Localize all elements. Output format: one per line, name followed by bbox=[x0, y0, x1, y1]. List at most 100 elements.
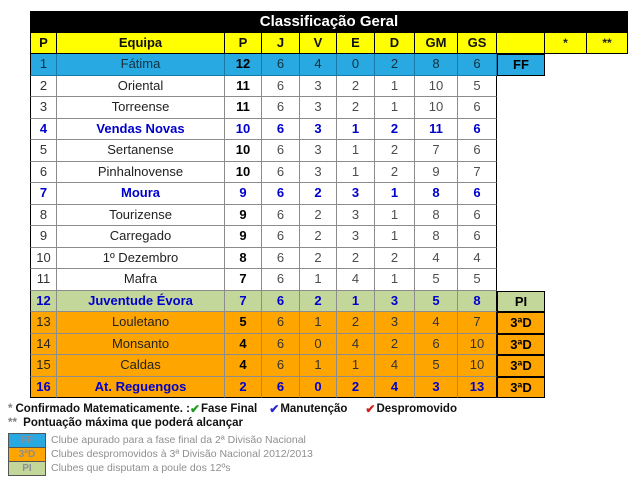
footnote-1: * Confirmado Matematicamente. : ✔ Fase Fi… bbox=[8, 402, 636, 416]
cell-points: 4 bbox=[225, 333, 262, 355]
cell-wins: 2 bbox=[300, 204, 337, 226]
cell-points: 9 bbox=[225, 226, 262, 248]
table-row: 16 At. Reguengos 2 6 0 2 4 3 13 3ªD bbox=[30, 376, 545, 398]
cell-goals-against: 8 bbox=[458, 290, 497, 312]
cell-position: 4 bbox=[30, 118, 57, 140]
cell-played: 6 bbox=[262, 226, 300, 248]
cell-played: 6 bbox=[262, 75, 300, 97]
cell-played: 6 bbox=[262, 269, 300, 291]
classification-table: Classificação Geral P Equipa P J V E D GM GS * ** … bbox=[30, 11, 628, 398]
cell-goals-against: 6 bbox=[458, 140, 497, 162]
check-label: Despromovido bbox=[376, 403, 457, 415]
cell-losses: 2 bbox=[375, 54, 415, 76]
cell-wins: 2 bbox=[300, 183, 337, 205]
cell-goals-against: 6 bbox=[458, 118, 497, 140]
cell-goals-for: 5 bbox=[415, 355, 458, 377]
footnote-1-text: Confirmado Matematicamente. : bbox=[15, 403, 190, 415]
table-row: 5 Sertanense 10 6 3 1 2 7 6 bbox=[30, 140, 545, 162]
cell-wins: 3 bbox=[300, 118, 337, 140]
cell-position: 9 bbox=[30, 226, 57, 248]
cell-losses: 2 bbox=[375, 247, 415, 269]
cell-position: 5 bbox=[30, 140, 57, 162]
header-cell-gm: GM bbox=[415, 32, 458, 54]
cell-team: Louletano bbox=[57, 312, 225, 334]
cell-tag: 3ªD bbox=[497, 312, 545, 334]
checkmark-icon: ✔ bbox=[269, 402, 280, 416]
cell-losses: 4 bbox=[375, 376, 415, 398]
cell-points: 2 bbox=[225, 376, 262, 398]
cell-wins: 0 bbox=[300, 333, 337, 355]
cell-played: 6 bbox=[262, 54, 300, 76]
cell-team: Oriental bbox=[57, 75, 225, 97]
table-row: 14 Monsanto 4 6 0 4 2 6 10 3ªD bbox=[30, 333, 545, 355]
cell-losses: 3 bbox=[375, 290, 415, 312]
table-row: 13 Louletano 5 6 1 2 3 4 7 3ªD bbox=[30, 312, 545, 334]
cell-goals-for: 9 bbox=[415, 161, 458, 183]
cell-goals-for: 4 bbox=[415, 247, 458, 269]
table-row: 1 Fátima 12 6 4 0 2 8 6 FF bbox=[30, 54, 545, 76]
legend-text: Clubes que disputam a poule dos 12ºs bbox=[51, 462, 231, 474]
cell-losses: 1 bbox=[375, 204, 415, 226]
cell-position: 13 bbox=[30, 312, 57, 334]
header-cell-team: Equipa bbox=[57, 32, 225, 54]
cell-team: Sertanense bbox=[57, 140, 225, 162]
table-body: 1 Fátima 12 6 4 0 2 8 6 FF 2 Oriental 11 6 3 2 1 10 5 3 Torr… bbox=[30, 54, 545, 398]
checkmark-icon: ✔ bbox=[365, 402, 376, 416]
cell-played: 6 bbox=[262, 204, 300, 226]
cell-team: Monsanto bbox=[57, 333, 225, 355]
cell-goals-for: 7 bbox=[415, 140, 458, 162]
cell-played: 6 bbox=[262, 333, 300, 355]
cell-goals-against: 4 bbox=[458, 247, 497, 269]
header-cell-star2: ** bbox=[587, 32, 628, 54]
color-legend: FF Clube apurado para a fase final da 2ª … bbox=[8, 433, 636, 476]
cell-wins: 4 bbox=[300, 54, 337, 76]
cell-tag: 3ªD bbox=[497, 333, 545, 355]
cell-goals-for: 5 bbox=[415, 290, 458, 312]
cell-goals-against: 7 bbox=[458, 312, 497, 334]
cell-draws: 3 bbox=[337, 204, 375, 226]
cell-draws: 2 bbox=[337, 75, 375, 97]
cell-played: 6 bbox=[262, 376, 300, 398]
cell-draws: 1 bbox=[337, 118, 375, 140]
cell-goals-for: 10 bbox=[415, 97, 458, 119]
cell-draws: 1 bbox=[337, 290, 375, 312]
cell-team: Vendas Novas bbox=[57, 118, 225, 140]
check-label: Manutenção bbox=[280, 403, 348, 415]
table-header-row: P Equipa P J V E D GM GS * ** bbox=[30, 32, 628, 54]
cell-goals-against: 10 bbox=[458, 355, 497, 377]
legend-swatch: FF bbox=[8, 433, 46, 448]
cell-goals-for: 8 bbox=[415, 54, 458, 76]
cell-wins: 3 bbox=[300, 161, 337, 183]
cell-draws: 2 bbox=[337, 376, 375, 398]
cell-losses: 1 bbox=[375, 75, 415, 97]
cell-tag bbox=[497, 97, 545, 119]
cell-position: 14 bbox=[30, 333, 57, 355]
footnote-2-text: Pontuação máxima que poderá alcançar bbox=[23, 417, 244, 429]
cell-tag: 3ªD bbox=[497, 376, 545, 398]
cell-wins: 3 bbox=[300, 140, 337, 162]
cell-points: 12 bbox=[225, 54, 262, 76]
legend-text: Clubes despromovidos à 3ª Divisão Nacion… bbox=[51, 448, 313, 460]
cell-tag bbox=[497, 204, 545, 226]
cell-draws: 0 bbox=[337, 54, 375, 76]
header-cell-pts: P bbox=[225, 32, 262, 54]
legend-swatch: 3ªD bbox=[8, 447, 46, 462]
cell-played: 6 bbox=[262, 312, 300, 334]
cell-points: 11 bbox=[225, 97, 262, 119]
cell-team: At. Reguengos bbox=[57, 376, 225, 398]
cell-position: 12 bbox=[30, 290, 57, 312]
cell-goals-for: 8 bbox=[415, 204, 458, 226]
cell-losses: 1 bbox=[375, 97, 415, 119]
cell-points: 7 bbox=[225, 269, 262, 291]
table-title: Classificação Geral bbox=[30, 11, 628, 32]
cell-wins: 2 bbox=[300, 290, 337, 312]
header-cell-d: D bbox=[375, 32, 415, 54]
table-row: 11 Mafra 7 6 1 4 1 5 5 bbox=[30, 269, 545, 291]
cell-team: Tourizense bbox=[57, 204, 225, 226]
cell-points: 4 bbox=[225, 355, 262, 377]
cell-draws: 2 bbox=[337, 247, 375, 269]
table-row: 15 Caldas 4 6 1 1 4 5 10 3ªD bbox=[30, 355, 545, 377]
cell-position: 15 bbox=[30, 355, 57, 377]
cell-position: 2 bbox=[30, 75, 57, 97]
